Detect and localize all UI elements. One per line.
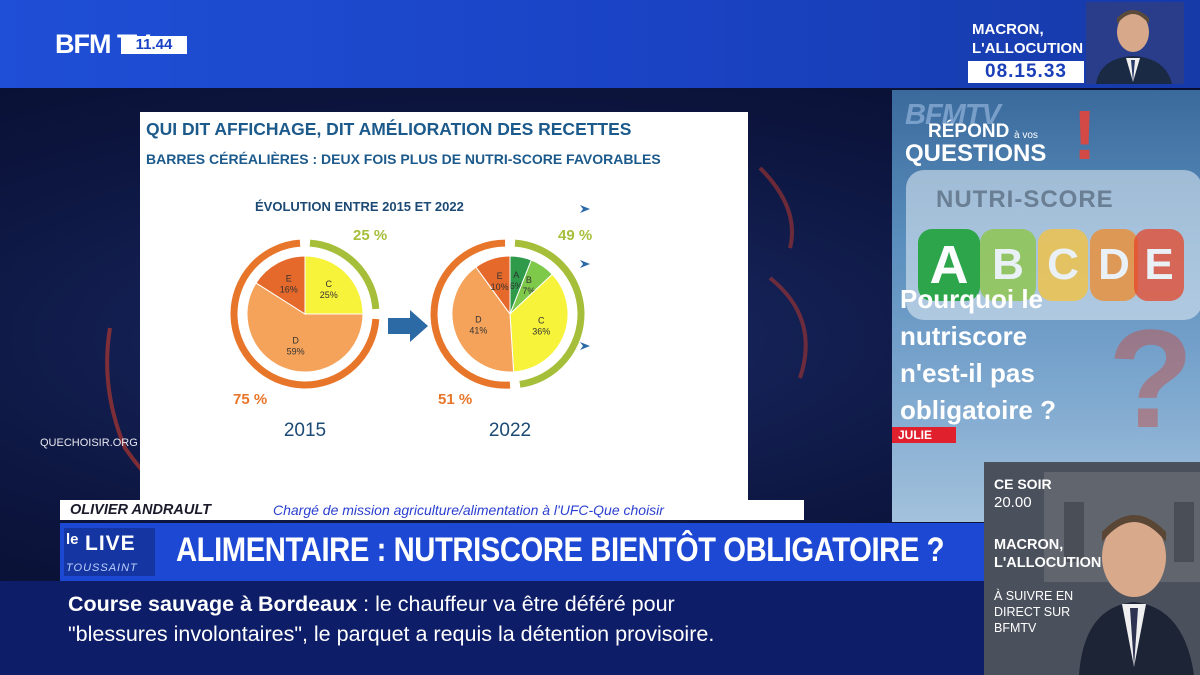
ticker-line-1: Course sauvage à Bordeaux : le chauffeur…	[68, 592, 675, 617]
pie-value-2015-c: 25%	[320, 290, 338, 300]
asker-name: JULIE	[892, 427, 956, 443]
pie-value-2022-e: 10%	[491, 282, 509, 292]
macron-portrait	[984, 462, 1200, 675]
ticker-text: le chauffeur va être déféré pour	[375, 592, 675, 616]
source-label: QUECHOISIR.ORG	[40, 437, 138, 449]
unfavorable-share-2015: 75 %	[233, 391, 267, 408]
pie-value-2022-b: 7%	[522, 286, 535, 296]
pie-label-2015-c: C	[326, 279, 333, 289]
bullet-arrow-icon	[580, 342, 590, 350]
nutriscore-letter-d: D	[1090, 229, 1138, 301]
panel-title-small: à vos	[1014, 130, 1038, 141]
pie-slice-2022-e	[475, 255, 511, 316]
pie-label-2022-b: B	[526, 275, 532, 285]
pie-slice-2022-c	[509, 273, 569, 373]
headline: ALIMENTAIRE : NUTRISCORE BIENTÔT OBLIGAT…	[176, 531, 945, 569]
nutriscore-pie-charts: C25%D59%E16%25 %75 %2015A6%B7%C36%D41%E1…	[230, 205, 592, 441]
pie-slice-2015-c	[304, 255, 364, 315]
pie-label-2015-d: D	[292, 335, 299, 345]
question-mark-icon: ?	[1108, 300, 1194, 457]
pie-value-2022-c: 36%	[532, 326, 550, 336]
news-ticker	[0, 581, 984, 675]
slide-heading: ÉVOLUTION ENTRE 2015 ET 2022	[255, 199, 464, 214]
ticker-topic: Course sauvage à Bordeaux	[68, 592, 358, 616]
pie-value-2022-a: 6%	[510, 281, 523, 291]
bullet-arrow-icon	[580, 205, 590, 213]
bullet-arrow-icon	[580, 260, 590, 268]
nutriscore-letter-b: B	[980, 229, 1036, 301]
pie-label-2022-a: A	[513, 270, 519, 280]
favorable-share-2022: 49 %	[558, 227, 592, 244]
slide-subtitle: BARRES CÉRÉALIÈRES : DEUX FOIS PLUS DE N…	[146, 151, 661, 167]
pie-value-2022-d: 41%	[469, 325, 487, 335]
presentation-slide	[140, 112, 748, 500]
favorable-arc-2022	[514, 239, 585, 388]
show-logo-subtitle: TOUSSAINT	[66, 562, 138, 574]
year-label-2022: 2022	[489, 420, 531, 441]
arrow-right-icon	[388, 310, 428, 342]
pie-slice-2015-e	[255, 255, 306, 315]
promo-title: MACRON, L'ALLOCUTION	[972, 21, 1084, 57]
pie-slice-2015-d	[246, 282, 364, 373]
ce-soir-label: CE SOIR	[994, 476, 1052, 492]
panel-title-questions: QUESTIONS	[905, 140, 1047, 167]
nutriscore-letter-c: C	[1038, 229, 1088, 301]
show-logo-le: le	[66, 531, 79, 548]
pie-label-2022-e: E	[497, 271, 503, 281]
promo-clock: 08.15.33	[968, 61, 1084, 83]
ce-soir-title: MACRON, L'ALLOCUTION	[994, 537, 1102, 571]
pie-value-2015-d: 59%	[287, 346, 305, 356]
favorable-arc-2015	[309, 239, 380, 310]
pie-label-2015-e: E	[286, 274, 292, 284]
speaker-strip	[60, 500, 804, 520]
unfavorable-arc-2015	[230, 239, 380, 389]
show-logo	[64, 528, 155, 576]
pie-label-2022-d: D	[475, 314, 482, 324]
favorable-share-2015: 25 %	[353, 227, 387, 244]
speaker-name: OLIVIER ANDRAULT	[70, 502, 211, 518]
ce-soir-subtitle: À SUIVRE EN DIRECT SUR BFMTV	[994, 589, 1074, 635]
panel-title-repond: RÉPOND	[928, 121, 1010, 142]
clock-badge: 11.44	[121, 36, 187, 54]
ticker-line-2: "blessures involontaires", le parquet a …	[68, 622, 715, 646]
exclamation-icon: !	[1073, 96, 1097, 174]
pie-slice-2022-d	[451, 266, 515, 373]
headline-bar	[60, 523, 984, 581]
nutriscore-title: NUTRI-SCORE	[936, 186, 1114, 213]
ce-soir-time: 20.00	[994, 494, 1032, 511]
panel-brand: BFMTV	[905, 99, 1001, 131]
ticker-separator: :	[357, 592, 376, 616]
pie-value-2015-e: 16%	[280, 285, 298, 295]
nutriscore-letter-a: A	[918, 229, 980, 301]
viewer-question: Pourquoi le nutriscore n'est-il pas obli…	[900, 284, 1056, 425]
show-logo-live: LIVE	[85, 532, 136, 555]
unfavorable-share-2022: 51 %	[438, 391, 472, 408]
unfavorable-arc-2022	[430, 239, 511, 389]
pie-label-2022-c: C	[538, 315, 545, 325]
nutriscore-letter-e: E	[1134, 229, 1184, 301]
slide-title: QUI DIT AFFICHAGE, DIT AMÉLIORATION DES …	[146, 119, 632, 139]
year-label-2015: 2015	[284, 420, 326, 441]
speaker-role: Chargé de mission agriculture/alimentati…	[273, 502, 664, 518]
macron-portrait-thumbnail	[1086, 2, 1184, 84]
